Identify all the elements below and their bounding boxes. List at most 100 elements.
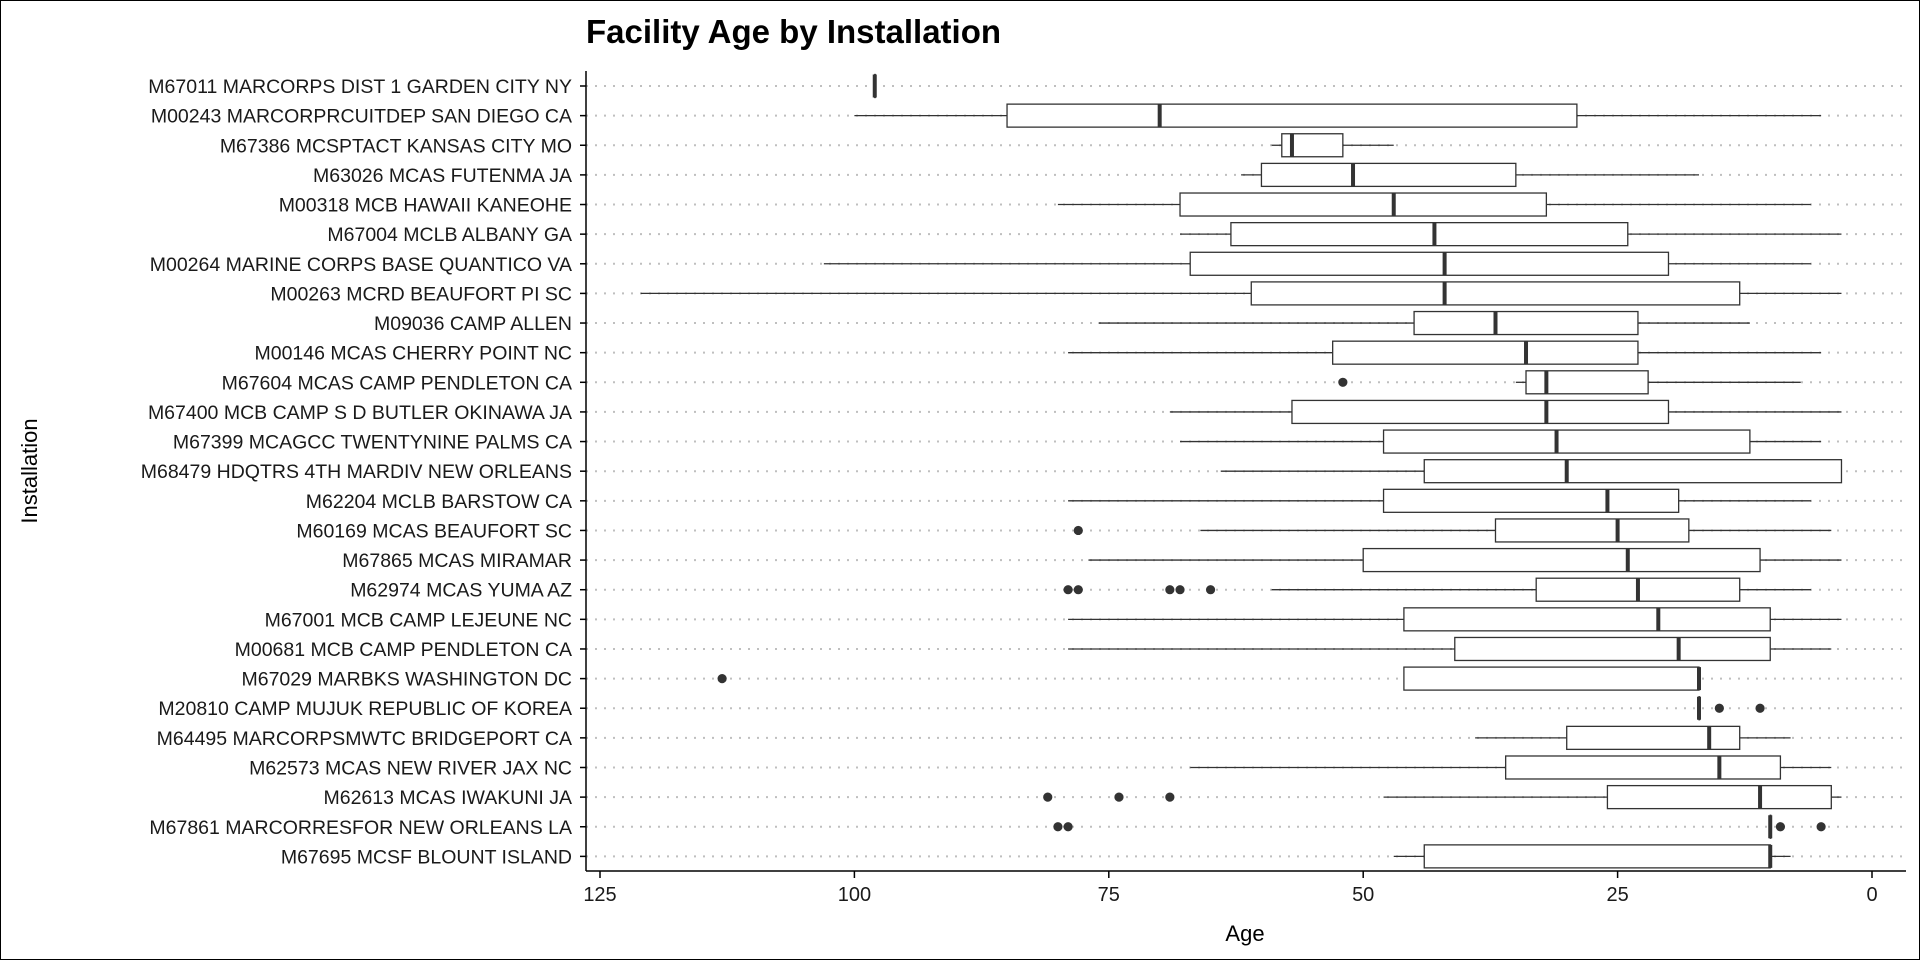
box-1 (872, 73, 877, 99)
x-tick-label: 25 (1606, 884, 1628, 906)
y-axis-label: Installation (17, 418, 42, 523)
outlier-point (1775, 822, 1786, 832)
y-tick-label: M67695 MCSF BLOUNT ISLAND (281, 846, 572, 868)
box-11 (1338, 370, 1801, 395)
outlier-point (1175, 585, 1185, 595)
y-tick-label: M67386 MCSPTACT KANSAS CITY MO (220, 135, 572, 157)
box-18 (1063, 577, 1811, 602)
outlier-point (1114, 792, 1124, 802)
outlier-point (1205, 585, 1216, 595)
box-iqr (1382, 488, 1680, 513)
box-iqr (1413, 310, 1639, 336)
box-12 (1169, 399, 1842, 425)
box-iqr (1362, 547, 1761, 573)
box-iqr (1250, 281, 1741, 306)
box-iqr (1566, 725, 1741, 751)
y-tick-label: M67001 MCB CAMP LEJEUNE NC (265, 609, 572, 631)
box-17 (1088, 547, 1842, 573)
box-iqr (1505, 755, 1782, 780)
box-iqr (1423, 459, 1843, 484)
y-tick-label: M67029 MARBKS WASHINGTON DC (242, 669, 573, 691)
y-tick-labels: M67011 MARCORPS DIST 1 GARDEN CITY NY M00… (141, 76, 586, 868)
box-iqr (1403, 666, 1700, 691)
box-iqr (1179, 192, 1548, 217)
y-tick-label: M00681 MCB CAMP PENDLETON CA (235, 639, 572, 661)
y-tick-label: M67865 MCAS MIRAMAR (342, 550, 572, 572)
box-iqr (1291, 399, 1670, 425)
outlier-point (1755, 703, 1765, 713)
outlier-point (1063, 822, 1073, 832)
outlier-point (1053, 822, 1063, 832)
box-iqr (1006, 103, 1578, 128)
x-axis-label: Age (1225, 921, 1264, 946)
outlier-point (1714, 703, 1724, 713)
box-16 (1073, 518, 1832, 543)
box-4 (1241, 162, 1700, 188)
box-21 (717, 666, 1702, 691)
box-23 (1475, 725, 1791, 751)
box-22 (1697, 696, 1765, 721)
y-tick-label: M09036 CAMP ALLEN (374, 313, 572, 335)
outlier-point (1063, 585, 1073, 595)
box-13 (1180, 429, 1822, 454)
box-iqr (1525, 370, 1649, 395)
y-tick-label: M68479 HDQTRS 4TH MARDIV NEW ORLEANS (141, 461, 572, 483)
outlier-point (1165, 585, 1175, 595)
y-tick-label: M00263 MCRD BEAUFORT PI SC (270, 283, 572, 305)
box-7 (823, 251, 1811, 276)
box-14 (1220, 459, 1843, 484)
box-10 (1068, 340, 1822, 365)
outlier-point (1073, 585, 1083, 595)
box-3 (1271, 133, 1394, 158)
box-9 (1098, 310, 1750, 336)
outlier-point (717, 674, 727, 684)
outlier-point (1338, 377, 1348, 387)
box-iqr (1382, 429, 1751, 454)
box-5 (1057, 192, 1811, 217)
x-tick-label: 50 (1352, 884, 1374, 906)
y-tick-label: M62573 MCAS NEW RIVER JAX NC (249, 757, 572, 779)
box-iqr (1281, 133, 1344, 158)
y-tick-label: M20810 CAMP MUJUK REPUBLIC OF KOREA (158, 698, 572, 720)
box-15 (1068, 488, 1811, 513)
y-tick-label: M62204 MCLB BARSTOW CA (306, 491, 572, 513)
box-8 (640, 281, 1842, 306)
outlier-point (1165, 792, 1175, 802)
y-tick-label: M00243 MARCORPRCUITDEP SAN DIEGO CA (151, 106, 572, 128)
y-tick-label: M62974 MCAS YUMA AZ (350, 580, 572, 602)
box-26 (1053, 814, 1826, 839)
y-tick-label: M00264 MARINE CORPS BASE QUANTICO VA (150, 254, 572, 276)
outlier-point (1816, 822, 1826, 832)
y-tick-label: M63026 MCAS FUTENMA JA (313, 165, 572, 187)
x-tick-label: 75 (1098, 884, 1120, 906)
box-iqr (1403, 607, 1771, 632)
y-tick-label: M64495 MARCORPSMWTC BRIDGEPORT CA (157, 728, 572, 750)
box-25 (1043, 784, 1842, 810)
y-tick-label: M00318 MCB HAWAII KANEOHE (279, 195, 572, 217)
box-iqr (1494, 518, 1690, 543)
box-24 (1190, 755, 1832, 780)
y-tick-label: M67011 MARCORPS DIST 1 GARDEN CITY NY (148, 76, 572, 98)
y-tick-label: M00146 MCAS CHERRY POINT NC (254, 343, 572, 365)
y-tick-label: M67400 MCB CAMP S D BUTLER OKINAWA JA (148, 402, 572, 424)
box-iqr (1189, 251, 1670, 276)
y-tick-label: M60169 MCAS BEAUFORT SC (296, 520, 572, 542)
x-axis: 125 100 75 50 25 0 (583, 871, 1878, 906)
box-iqr (1260, 162, 1517, 188)
box-2 (854, 103, 1822, 128)
box-27 (1393, 844, 1791, 869)
outlier-point (1073, 525, 1083, 536)
y-tick-label: M62613 MCAS IWAKUNI JA (323, 787, 572, 809)
y-tick-label: M67861 MARCORRESFOR NEW ORLEANS LA (149, 817, 572, 839)
box-6 (1180, 221, 1842, 247)
box-iqr (1230, 221, 1629, 247)
x-tick-label: 0 (1866, 884, 1877, 906)
y-tick-label: M67604 MCAS CAMP PENDLETON CA (222, 372, 572, 394)
boxes (640, 73, 1843, 869)
outlier-point (1043, 792, 1053, 802)
box-19 (1068, 607, 1842, 632)
chart-title: Facility Age by Installation (586, 13, 1001, 50)
y-tick-label: M67004 MCLB ALBANY GA (327, 224, 572, 246)
